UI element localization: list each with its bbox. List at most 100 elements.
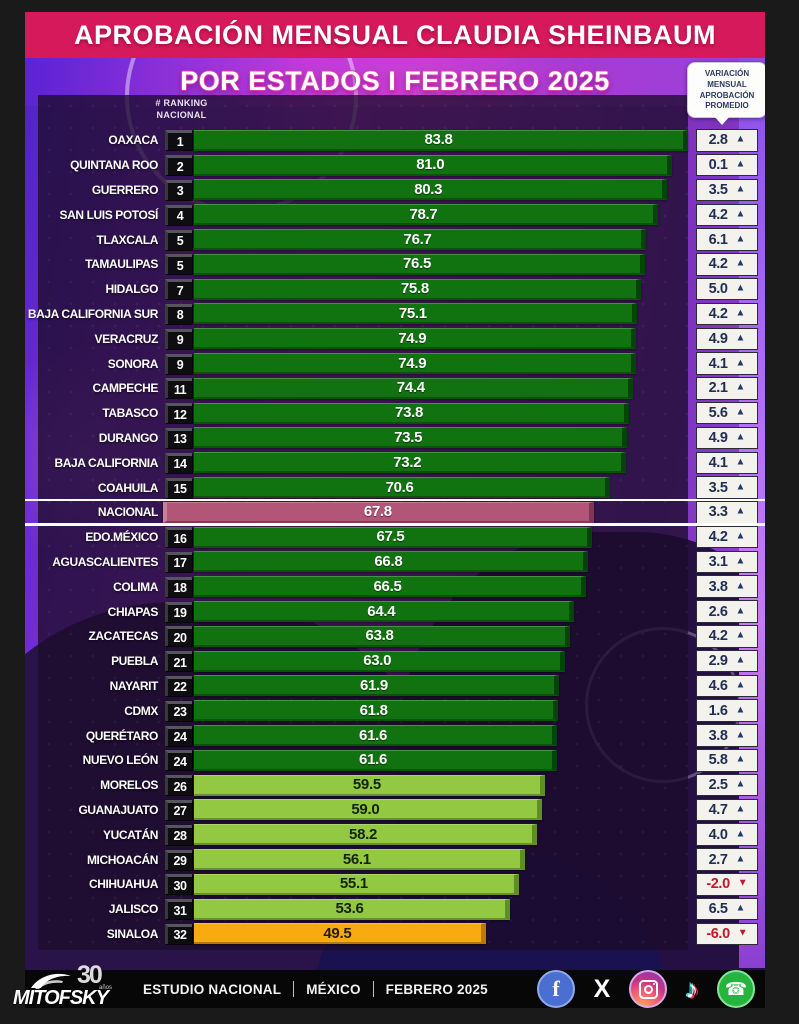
tiktok-icon[interactable]: ♪ <box>685 973 699 1004</box>
bar-track: 61.9 <box>194 675 688 697</box>
variation-value: 4.1 <box>708 355 728 372</box>
trend-up-icon: ▲ <box>735 431 746 443</box>
bar-track: 78.7 <box>194 204 688 226</box>
rank-badge-slot: 29 <box>163 849 194 870</box>
logo-years: 30 <box>77 961 103 989</box>
variation-box: 6.5 ▲ <box>696 897 758 921</box>
instagram-icon[interactable] <box>629 970 667 1008</box>
approval-value: 76.7 <box>403 230 432 248</box>
variation-value: 4.2 <box>708 206 728 223</box>
variation-value: 6.1 <box>708 231 728 248</box>
state-row: CHIHUAHUA 30 55.1 -2.0 ▼ <box>25 872 765 897</box>
variation-value: 2.6 <box>708 603 728 620</box>
variation-box: 0.1 ▲ <box>696 153 758 177</box>
bar-track: 67.8 <box>163 501 688 523</box>
state-row: GUANAJUATO 27 59.0 4.7 ▲ <box>25 798 765 823</box>
variation-value: 2.9 <box>708 653 728 670</box>
bar-track: 73.5 <box>194 427 688 449</box>
rank-badge-slot: 16 <box>163 527 194 548</box>
social-icons: f X ♪ ☎ <box>537 970 755 1008</box>
approval-value: 75.1 <box>398 304 427 322</box>
variation-value: 4.6 <box>708 677 728 694</box>
x-twitter-icon[interactable]: X <box>593 974 611 1003</box>
variation-box: 4.7 ▲ <box>696 798 758 822</box>
variation-legend-bubble: VARIACIÓN MENSUAL APROBACIÓN PROMEDIO <box>687 62 765 126</box>
state-label: CDMX <box>124 703 158 718</box>
rank-badge: 21 <box>165 651 192 672</box>
approval-value: 56.1 <box>342 850 371 868</box>
trend-up-icon: ▲ <box>735 505 746 517</box>
variation-value: 0.1 <box>708 157 728 174</box>
trend-up-icon: ▲ <box>735 481 746 493</box>
approval-bar: 61.8 <box>194 700 559 722</box>
trend-up-icon: ▲ <box>735 803 746 815</box>
trend-up-icon: ▲ <box>735 257 746 269</box>
variation-box: 4.9 ▲ <box>696 426 758 450</box>
state-label: SAN LUIS POTOSÍ <box>59 207 159 222</box>
variation-value: 4.2 <box>708 256 728 273</box>
variation-box: 4.1 ▲ <box>696 451 758 474</box>
state-label: COAHUILA <box>97 480 159 495</box>
approval-value: 63.8 <box>365 627 394 645</box>
rank-badge: 23 <box>165 700 192 721</box>
variation-box: 5.8 ▲ <box>696 749 758 772</box>
state-label: NAYARIT <box>109 678 159 693</box>
rank-badge: 24 <box>165 750 192 771</box>
variation-box: 5.0 ▲ <box>696 277 758 301</box>
approval-bar: 63.8 <box>194 625 571 647</box>
variation-value: 4.0 <box>708 826 728 843</box>
state-label: CHIHUAHUA <box>88 877 158 892</box>
approval-value: 61.6 <box>359 726 388 744</box>
state-label: TABASCO <box>102 406 158 421</box>
rank-badge: 3 <box>165 179 192 200</box>
footer-item: FEBRERO 2025 <box>385 981 488 997</box>
variation-box: 3.5 ▲ <box>696 178 758 202</box>
bar-track: 58.2 <box>194 824 688 846</box>
bar-track: 83.8 <box>194 129 688 151</box>
approval-bar: 61.9 <box>194 675 559 697</box>
approval-bar: 66.8 <box>194 551 588 573</box>
bar-track: 74.4 <box>194 377 688 399</box>
approval-bar: 73.2 <box>194 452 626 474</box>
approval-bar: 76.5 <box>194 253 645 275</box>
rank-badge: 20 <box>165 626 192 647</box>
variation-value: 5.0 <box>708 281 728 298</box>
facebook-icon[interactable]: f <box>537 970 575 1008</box>
rank-badge: 2 <box>165 155 192 176</box>
state-label: DURANGO <box>98 430 159 445</box>
state-row: CAMPECHE 11 74.4 2.1 ▲ <box>25 376 765 401</box>
approval-value: 59.0 <box>351 800 380 818</box>
trend-up-icon: ▲ <box>735 753 746 765</box>
rank-badge: 12 <box>165 403 192 424</box>
rank-badge: 30 <box>165 874 192 895</box>
approval-bar: 56.1 <box>194 849 525 870</box>
approval-bar: 75.1 <box>194 303 637 325</box>
rank-badge-slot: 4 <box>163 204 194 225</box>
variation-box: 4.2 ▲ <box>696 302 758 326</box>
trend-up-icon: ▲ <box>735 605 746 617</box>
variation-value: 3.8 <box>708 727 728 744</box>
legend-line: PROMEDIO <box>705 101 749 111</box>
approval-value: 73.5 <box>394 428 423 446</box>
rank-badge-slot: 5 <box>163 254 194 275</box>
bar-track: 64.4 <box>194 601 688 623</box>
bar-track: 80.3 <box>194 179 688 201</box>
approval-value: 58.2 <box>349 825 378 843</box>
rank-badge: 28 <box>165 824 192 845</box>
state-label: ZACATECAS <box>88 629 158 644</box>
variation-box: 3.1 ▲ <box>696 550 758 574</box>
state-row: NACIONAL 67.8 3.3 ▲ <box>25 498 765 526</box>
whatsapp-icon[interactable]: ☎ <box>717 970 755 1008</box>
rank-badge-slot: 7 <box>163 279 194 300</box>
variation-box: 6.1 ▲ <box>696 228 758 251</box>
state-row: GUERRERO 3 80.3 3.5 ▲ <box>25 178 765 203</box>
rank-badge: 22 <box>165 675 192 696</box>
bar-track: 61.8 <box>194 700 688 722</box>
state-label: SINALOA <box>106 926 159 941</box>
trend-up-icon: ▲ <box>735 307 746 319</box>
variation-box: 4.6 ▲ <box>696 674 758 698</box>
approval-value: 55.1 <box>339 875 368 893</box>
footer-divider <box>293 981 295 997</box>
trend-up-icon: ▲ <box>735 853 746 864</box>
rank-badge-slot: 13 <box>163 427 194 448</box>
